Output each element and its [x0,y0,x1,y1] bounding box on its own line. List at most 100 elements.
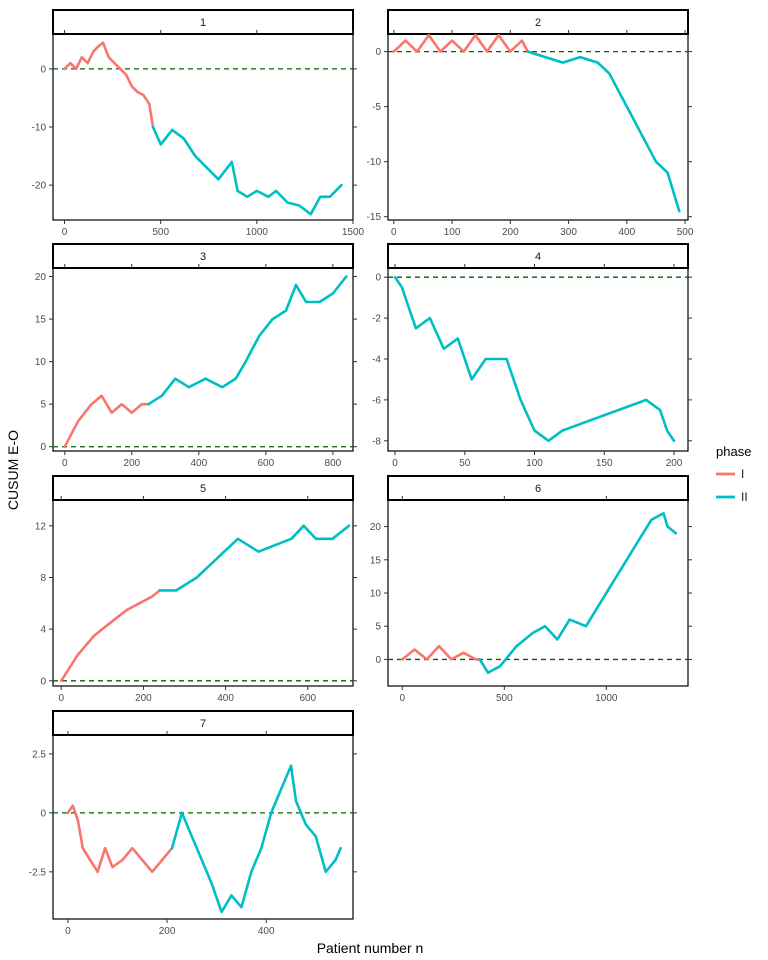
x-tick-label: 400 [618,227,635,238]
strip-6 [387,475,689,501]
panel-border [52,267,354,452]
series-line-phase-1 [400,644,482,661]
series-line-phase-2 [526,50,681,213]
strip-label: 5 [200,483,206,495]
y-tick-label: -2.5 [29,867,47,878]
panel-6: 6 0 500 1000 0 5 10 15 20 [370,475,692,704]
x-tick-label: 0 [65,926,71,937]
panel-1: 1 0 500 1000 1500 -20 -10 0 [32,9,365,238]
x-tick-label: 200 [123,458,140,469]
y-axis-label: CUSUM E-O [5,430,21,510]
series-line-phase-1 [66,804,174,874]
x-tick-label: 600 [258,458,275,469]
series-line-phase-2 [151,125,343,216]
panel-5: 5 0 200 400 600 0 4 8 12 [35,475,357,704]
x-tick-label: 400 [190,458,207,469]
y-tick-label: -10 [367,157,382,168]
strip-label: 3 [200,251,206,263]
y-tick-label: 10 [370,589,382,600]
y-tick-label: 5 [375,622,381,633]
y-tick-label: -8 [372,436,381,447]
y-tick-label: 2.5 [32,749,46,760]
y-tick-label: -6 [372,395,381,406]
series-line-phase-2 [393,275,676,443]
strip-7 [52,710,354,736]
series-line-phase-1 [392,33,530,53]
x-tick-label: 0 [62,227,68,238]
panel-border [387,267,689,452]
series-line-phase-1 [63,41,155,129]
strip-label: 7 [200,718,206,730]
series-line-phase-1 [63,394,150,449]
panel-7: 7 0 200 400 -2.5 0 2.5 [29,710,357,937]
x-tick-label: 0 [392,458,398,469]
x-tick-label: 500 [496,693,513,704]
x-tick-label: 100 [444,227,461,238]
strip-4 [387,243,689,269]
x-tick-label: 150 [596,458,613,469]
y-tick-label: 0 [40,64,46,75]
y-tick-label: -4 [372,354,381,365]
y-tick-label: -15 [367,212,382,223]
panel-3: 3 0 200 400 600 800 0 5 10 15 20 [35,243,357,469]
x-tick-label: 0 [58,693,64,704]
panel-border [52,499,354,687]
y-tick-label: 0 [375,655,381,666]
x-tick-label: 50 [459,458,471,469]
strip-label: 6 [535,483,541,495]
x-tick-label: 500 [677,227,694,238]
x-tick-label: 600 [299,693,316,704]
y-tick-label: 0 [40,808,46,819]
y-tick-label: 20 [370,522,382,533]
y-tick-label: 12 [35,521,47,532]
y-tick-label: 4 [40,625,46,636]
series-line-phase-2 [478,511,678,675]
x-tick-label: 0 [391,227,397,238]
panel-border [387,499,689,687]
x-tick-label: 300 [560,227,577,238]
x-tick-label: 200 [502,227,519,238]
strip-5 [52,475,354,501]
panel-border [387,33,689,221]
series-line-phase-1 [59,589,162,683]
x-tick-label: 400 [217,693,234,704]
x-tick-label: 400 [258,926,275,937]
y-tick-label: 0 [375,273,381,284]
x-tick-label: 200 [666,458,683,469]
series-line-phase-2 [158,524,351,592]
y-tick-label: 0 [375,47,381,58]
strip-3 [52,243,354,269]
x-tick-label: 100 [526,458,543,469]
x-axis-label: Patient number n [317,940,424,956]
y-tick-label: -2 [372,314,381,325]
y-tick-label: 10 [35,357,47,368]
x-tick-label: 1000 [246,227,269,238]
legend: phase III [716,444,751,504]
y-tick-label: -5 [372,102,381,113]
strip-label: 2 [535,17,541,29]
legend-label: I [741,467,744,481]
x-tick-label: 1000 [595,693,618,704]
legend-entries: III [716,467,748,504]
y-tick-label: 15 [370,555,382,566]
x-tick-label: 200 [159,926,176,937]
x-tick-label: 0 [400,693,406,704]
legend-title: phase [716,444,751,459]
x-tick-label: 800 [325,458,342,469]
y-tick-label: 20 [35,272,47,283]
y-tick-label: -10 [32,123,47,134]
y-tick-label: 0 [40,442,46,453]
panel-border [52,33,354,221]
y-tick-label: 0 [40,676,46,687]
series-line-phase-2 [147,275,348,406]
y-tick-label: -20 [32,181,47,192]
y-tick-label: 15 [35,315,47,326]
panel-border [52,734,354,920]
y-tick-label: 5 [40,400,46,411]
strip-label: 1 [200,17,206,29]
x-tick-label: 200 [135,693,152,704]
series-line-phase-2 [170,764,342,914]
y-tick-label: 8 [40,573,46,584]
